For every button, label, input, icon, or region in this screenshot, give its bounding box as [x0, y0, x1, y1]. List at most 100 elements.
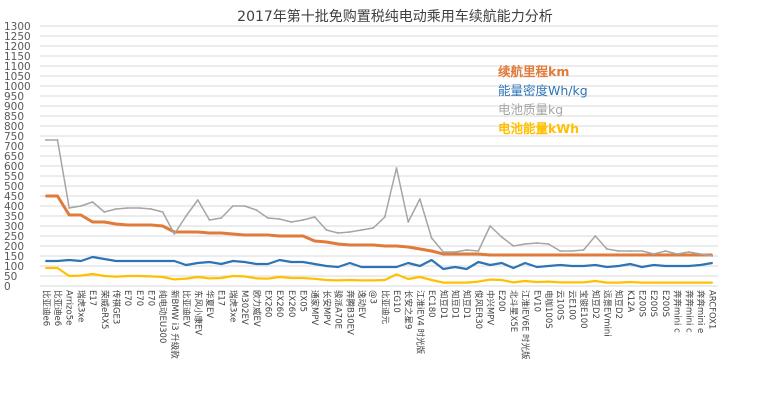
data-point — [641, 281, 643, 284]
x-tick-label: E17 — [216, 290, 226, 306]
legend-entry: 能量密度Wh/kg — [498, 83, 588, 98]
x-tick-label: 荣威eRX5 — [99, 290, 110, 329]
data-point — [383, 279, 386, 281]
data-point — [699, 281, 702, 284]
y-tick-label: 550 — [4, 171, 24, 183]
data-point — [594, 254, 597, 256]
x-tick-label: 云100S — [555, 290, 565, 320]
x-tick-label: 东风小康EV — [192, 290, 203, 335]
data-point — [44, 195, 47, 197]
series-2 — [44, 139, 714, 257]
data-point — [465, 281, 468, 284]
x-tick-label: 奔奔mini c — [672, 290, 683, 333]
data-point — [115, 208, 117, 210]
data-point — [535, 281, 538, 283]
data-point — [372, 279, 375, 282]
data-point — [465, 249, 468, 251]
series-line — [45, 266, 713, 284]
x-tick-label: @3 — [368, 290, 378, 304]
y-tick-label: 350 — [4, 211, 24, 223]
data-point — [652, 264, 655, 266]
data-point — [220, 232, 223, 234]
y-tick-label: 50 — [4, 271, 17, 283]
data-point — [664, 254, 667, 256]
x-tick-label: 华夏EV — [204, 290, 215, 318]
data-point — [267, 217, 269, 219]
data-point — [419, 248, 421, 250]
data-point — [267, 263, 269, 265]
data-point — [641, 266, 643, 268]
data-point — [115, 223, 117, 225]
x-tick-label: 长安MPV — [321, 290, 332, 325]
x-tick-label: 江淮iEV4 时光版 — [414, 290, 425, 355]
x-tick-label: E200S — [648, 290, 658, 317]
x-tick-label: 知豆D1 — [438, 290, 449, 319]
data-point — [465, 253, 468, 255]
data-point — [337, 232, 339, 234]
data-point — [570, 265, 573, 267]
data-point — [442, 253, 445, 255]
data-point — [337, 279, 339, 282]
x-tick-label: 知豆D2 — [613, 290, 624, 319]
data-point — [231, 205, 234, 207]
data-point — [606, 266, 608, 268]
y-tick-label: 300 — [4, 221, 24, 233]
y-tick-label: 500 — [4, 181, 24, 193]
y-tick-label: 1000 — [4, 81, 31, 93]
x-tick-label: 北斗星X5E — [508, 290, 518, 332]
x-tick-label: E70 — [146, 290, 156, 306]
y-tick-label: 150 — [4, 251, 24, 263]
data-point — [512, 281, 515, 284]
data-point — [185, 277, 188, 280]
data-point — [582, 254, 585, 256]
y-tick-label: 750 — [4, 131, 24, 143]
data-point — [313, 263, 316, 265]
data-point — [44, 139, 47, 141]
data-point — [161, 260, 164, 262]
data-point — [676, 281, 678, 284]
series-1 — [44, 255, 714, 271]
data-point — [337, 266, 339, 268]
data-point — [559, 264, 562, 266]
data-point — [489, 225, 491, 227]
gridlines — [40, 25, 718, 287]
x-tick-label: 奔奔mini c — [683, 290, 694, 333]
data-point — [68, 214, 71, 216]
data-point — [419, 276, 421, 278]
data-point — [243, 275, 246, 278]
data-point — [255, 234, 258, 236]
data-point — [161, 276, 164, 278]
data-point — [500, 254, 503, 256]
data-point — [44, 267, 47, 269]
y-tick-label: 100 — [4, 261, 24, 273]
x-tick-label: 奔奔mini e — [695, 290, 706, 333]
data-point — [372, 244, 375, 246]
data-point — [115, 260, 117, 262]
data-point — [103, 221, 106, 223]
data-point — [325, 265, 328, 267]
data-point — [419, 198, 421, 200]
data-point — [477, 250, 480, 252]
data-point — [208, 232, 211, 234]
x-tick-label: EX260 — [274, 290, 284, 317]
data-point — [360, 229, 363, 231]
data-point — [454, 253, 456, 255]
y-tick-label: 650 — [4, 151, 24, 163]
data-point — [348, 231, 351, 233]
x-tick-label: 知豆D2 — [590, 290, 601, 319]
data-point — [442, 251, 445, 253]
data-point — [302, 261, 304, 263]
data-point — [255, 209, 258, 211]
x-tick-label: 中兴MPV — [485, 290, 496, 325]
data-point — [617, 254, 620, 256]
x-tick-label: E70 — [122, 290, 132, 306]
data-point — [489, 254, 491, 256]
x-tick-label: EX05 — [298, 290, 308, 312]
data-point — [535, 266, 538, 268]
y-tick-label: 1300 — [4, 21, 31, 33]
data-point — [243, 234, 246, 236]
series-line — [45, 194, 713, 257]
data-point — [524, 262, 527, 264]
data-point — [547, 254, 550, 256]
data-point — [290, 235, 293, 237]
